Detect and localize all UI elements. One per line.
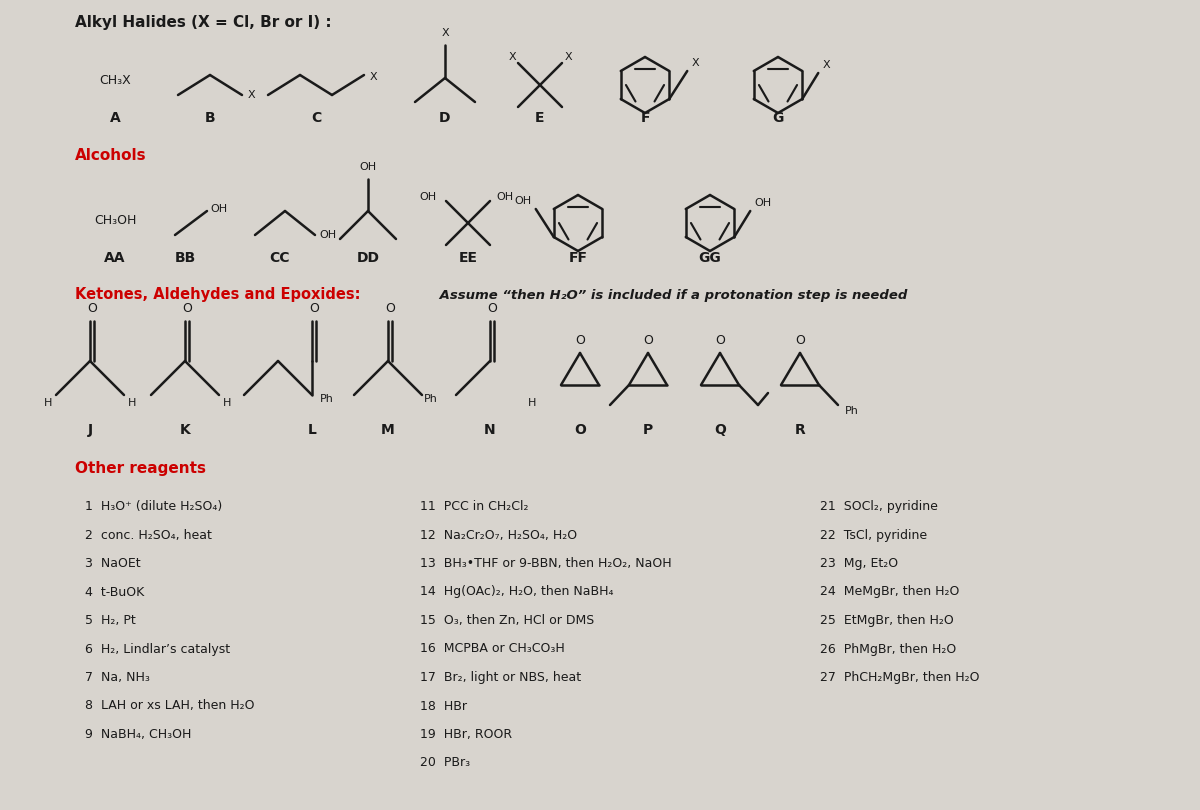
Text: DD: DD	[356, 251, 379, 265]
Text: 15  O₃, then Zn, HCl or DMS: 15 O₃, then Zn, HCl or DMS	[420, 614, 594, 627]
Text: OH: OH	[419, 192, 436, 202]
Text: 21  SOCl₂, pyridine: 21 SOCl₂, pyridine	[820, 500, 938, 513]
Text: X: X	[248, 90, 256, 100]
Text: O: O	[182, 302, 192, 316]
Text: 7  Na, NH₃: 7 Na, NH₃	[85, 671, 150, 684]
Text: 16  MCPBA or CH₃CO₃H: 16 MCPBA or CH₃CO₃H	[420, 642, 565, 655]
Text: O: O	[310, 302, 319, 316]
Text: F: F	[641, 111, 649, 125]
Text: L: L	[307, 423, 317, 437]
Text: 24  MeMgBr, then H₂O: 24 MeMgBr, then H₂O	[820, 586, 959, 599]
Text: O: O	[796, 335, 805, 347]
Text: B: B	[205, 111, 215, 125]
Text: Assume “then H₂O” is included if a protonation step is needed: Assume “then H₂O” is included if a proto…	[436, 288, 907, 301]
Text: C: C	[311, 111, 322, 125]
Text: 23  Mg, Et₂O: 23 Mg, Et₂O	[820, 557, 898, 570]
Text: X: X	[442, 28, 449, 38]
Text: Alkyl Halides (X = Cl, Br or I) :: Alkyl Halides (X = Cl, Br or I) :	[74, 15, 331, 29]
Text: 22  TsCl, pyridine: 22 TsCl, pyridine	[820, 528, 928, 542]
Text: 1  H₃O⁺ (dilute H₂SO₄): 1 H₃O⁺ (dilute H₂SO₄)	[85, 500, 222, 513]
Text: H: H	[528, 398, 536, 408]
Text: 19  HBr, ROOR: 19 HBr, ROOR	[420, 728, 512, 741]
Text: Ph: Ph	[845, 406, 859, 416]
Text: 6  H₂, Lindlar’s catalyst: 6 H₂, Lindlar’s catalyst	[85, 642, 230, 655]
Text: O: O	[487, 302, 497, 316]
Text: 11  PCC in CH₂Cl₂: 11 PCC in CH₂Cl₂	[420, 500, 528, 513]
Text: OH: OH	[755, 198, 772, 208]
Text: CH₃X: CH₃X	[100, 74, 131, 87]
Text: X: X	[691, 58, 698, 68]
Text: M: M	[382, 423, 395, 437]
Text: O: O	[575, 335, 584, 347]
Text: Ph: Ph	[320, 394, 334, 404]
Text: E: E	[535, 111, 545, 125]
Text: O: O	[385, 302, 395, 316]
Text: P: P	[643, 423, 653, 437]
Text: GG: GG	[698, 251, 721, 265]
Text: 12  Na₂Cr₂O₇, H₂SO₄, H₂O: 12 Na₂Cr₂O₇, H₂SO₄, H₂O	[420, 528, 577, 542]
Text: 4  t-BuOK: 4 t-BuOK	[85, 586, 144, 599]
Text: CH₃OH: CH₃OH	[94, 214, 136, 227]
Text: 14  Hg(OAc)₂, H₂O, then NaBH₄: 14 Hg(OAc)₂, H₂O, then NaBH₄	[420, 586, 613, 599]
Text: Q: Q	[714, 423, 726, 437]
Text: Alcohols: Alcohols	[74, 147, 146, 163]
Text: 9  NaBH₄, CH₃OH: 9 NaBH₄, CH₃OH	[85, 728, 191, 741]
Text: Ph: Ph	[424, 394, 438, 404]
Text: CC: CC	[270, 251, 290, 265]
Text: 2  conc. H₂SO₄, heat: 2 conc. H₂SO₄, heat	[85, 528, 212, 542]
Text: AA: AA	[104, 251, 126, 265]
Text: 17  Br₂, light or NBS, heat: 17 Br₂, light or NBS, heat	[420, 671, 581, 684]
Text: A: A	[109, 111, 120, 125]
Text: FF: FF	[569, 251, 588, 265]
Text: OH: OH	[496, 192, 514, 202]
Text: OH: OH	[360, 162, 377, 172]
Text: R: R	[794, 423, 805, 437]
Text: K: K	[180, 423, 191, 437]
Text: OH: OH	[319, 230, 336, 240]
Text: Ketones, Aldehydes and Epoxides:: Ketones, Aldehydes and Epoxides:	[74, 288, 360, 302]
Text: X: X	[508, 52, 516, 62]
Text: 27  PhCH₂MgBr, then H₂O: 27 PhCH₂MgBr, then H₂O	[820, 671, 979, 684]
Text: 26  PhMgBr, then H₂O: 26 PhMgBr, then H₂O	[820, 642, 956, 655]
Text: X: X	[822, 60, 830, 70]
Text: 18  HBr: 18 HBr	[420, 700, 467, 713]
Text: BB: BB	[174, 251, 196, 265]
Text: 20  PBr₃: 20 PBr₃	[420, 757, 470, 770]
Text: 25  EtMgBr, then H₂O: 25 EtMgBr, then H₂O	[820, 614, 954, 627]
Text: 3  NaOEt: 3 NaOEt	[85, 557, 140, 570]
Text: OH: OH	[515, 196, 532, 206]
Text: O: O	[643, 335, 653, 347]
Text: O: O	[574, 423, 586, 437]
Text: OH: OH	[210, 204, 227, 214]
Text: J: J	[88, 423, 92, 437]
Text: 8  LAH or xs LAH, then H₂O: 8 LAH or xs LAH, then H₂O	[85, 700, 254, 713]
Text: D: D	[439, 111, 451, 125]
Text: O: O	[88, 302, 97, 316]
Text: 13  BH₃•THF or 9-BBN, then H₂O₂, NaOH: 13 BH₃•THF or 9-BBN, then H₂O₂, NaOH	[420, 557, 672, 570]
Text: O: O	[715, 335, 725, 347]
Text: H: H	[128, 398, 136, 408]
Text: H: H	[44, 398, 52, 408]
Text: H: H	[223, 398, 232, 408]
Text: 5  H₂, Pt: 5 H₂, Pt	[85, 614, 136, 627]
Text: N: N	[484, 423, 496, 437]
Text: X: X	[370, 72, 378, 82]
Text: Other reagents: Other reagents	[74, 461, 206, 475]
Text: G: G	[773, 111, 784, 125]
Text: X: X	[564, 52, 572, 62]
Text: EE: EE	[458, 251, 478, 265]
